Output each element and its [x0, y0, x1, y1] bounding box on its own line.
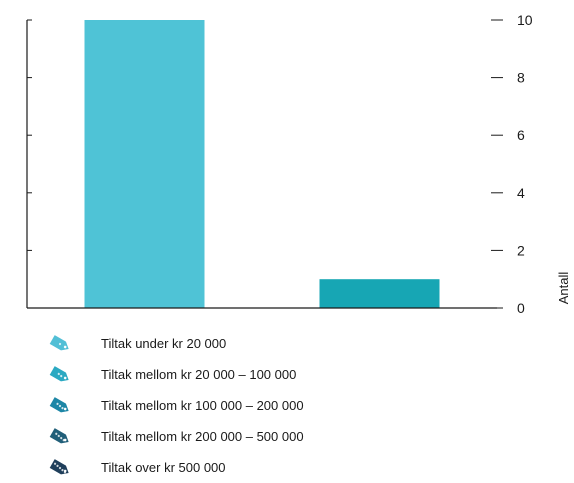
legend-label: Tiltak mellom kr 200 000 – 500 000 [101, 429, 304, 444]
y-tick-label: 8 [517, 70, 525, 86]
tag-3-icon [48, 396, 72, 416]
y-tick-label: 0 [517, 300, 525, 316]
tag-2-icon [48, 365, 72, 385]
y-tick-label: 10 [517, 12, 533, 28]
y-ticks-group: 0 2 4 6 8 10 [27, 12, 533, 316]
legend-item: Tiltak mellom kr 100 000 – 200 000 [48, 390, 304, 421]
legend: Tiltak under kr 20 000 Tiltak mellom kr 2… [48, 328, 304, 483]
tag-5-icon [48, 458, 72, 478]
bars-group [84, 20, 440, 308]
tag-1-icon [48, 334, 72, 354]
legend-label: Tiltak mellom kr 100 000 – 200 000 [101, 398, 304, 413]
axes-group [26, 20, 497, 309]
y-tick-label: 4 [517, 185, 525, 201]
bar-2 [319, 279, 440, 308]
legend-item: Tiltak mellom kr 200 000 – 500 000 [48, 421, 304, 452]
y-tick-label: 6 [517, 127, 525, 143]
tag-4-icon [48, 427, 72, 447]
legend-item: Tiltak over kr 500 000 [48, 452, 304, 483]
y-tick-label: 2 [517, 242, 525, 258]
bar-chart: 0 2 4 6 8 10 Antall [26, 12, 571, 316]
legend-label: Tiltak under kr 20 000 [101, 336, 227, 351]
legend-label: Tiltak mellom kr 20 000 – 100 000 [101, 367, 297, 382]
y-axis-title: Antall [556, 272, 571, 305]
legend-item: Tiltak under kr 20 000 [48, 328, 304, 359]
legend-item: Tiltak mellom kr 20 000 – 100 000 [48, 359, 304, 390]
legend-label: Tiltak over kr 500 000 [101, 460, 226, 475]
bar-1 [84, 20, 205, 308]
